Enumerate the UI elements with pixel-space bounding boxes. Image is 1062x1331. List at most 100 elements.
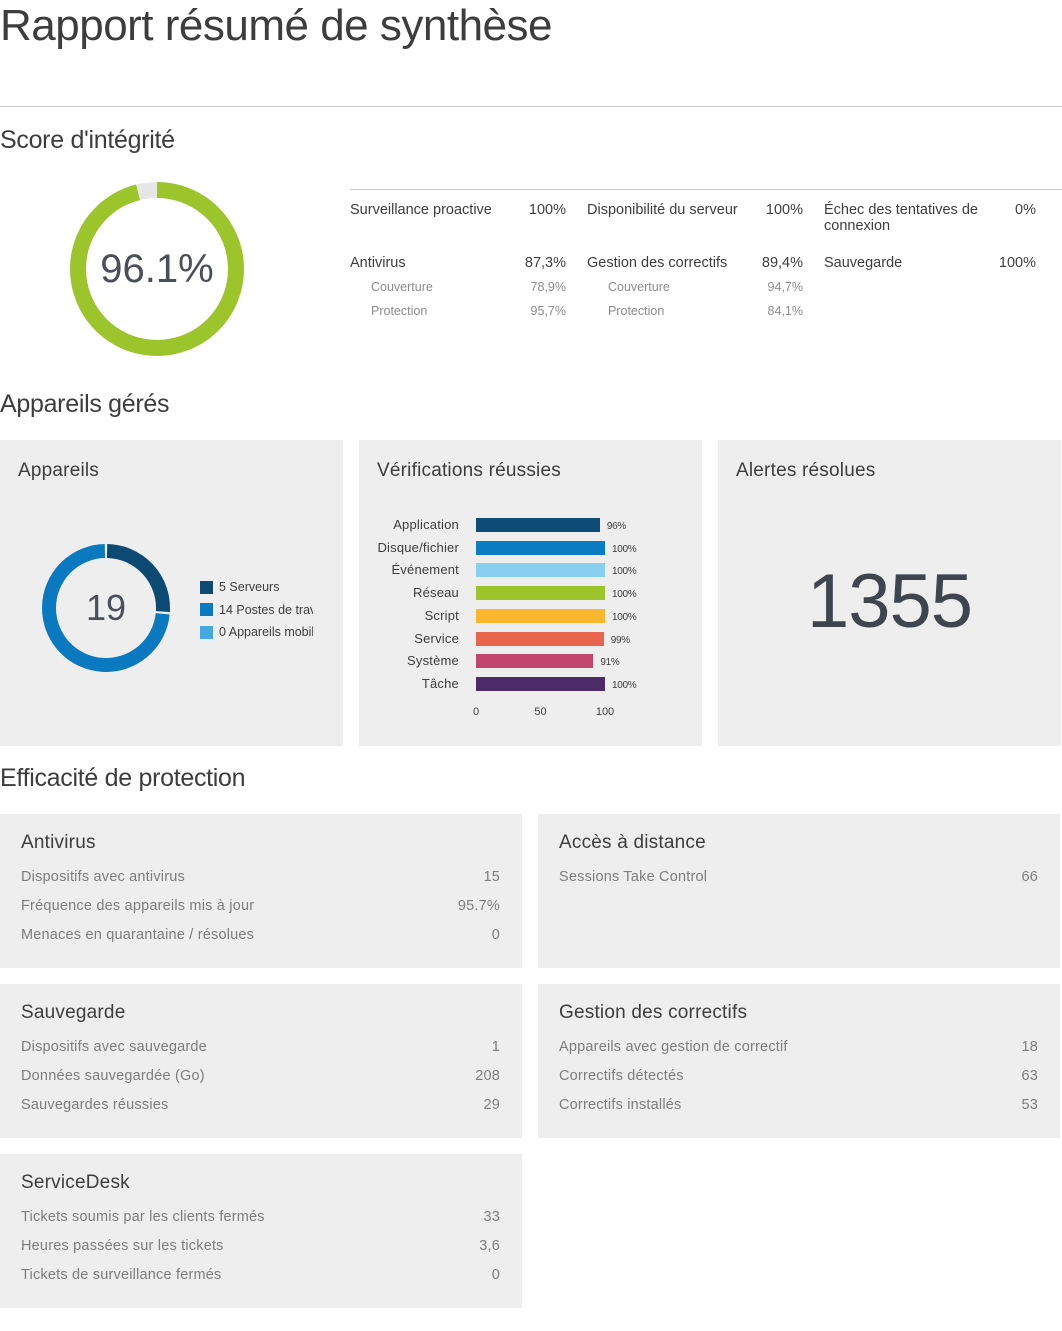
metric-column-2: Disponibilité du serveur 100%: [587, 202, 803, 218]
card-title: Sauvegarde: [21, 1002, 126, 1023]
check-category-label: Disque/fichier: [377, 539, 459, 555]
metric-sub-value: 84,1%: [767, 304, 803, 318]
card-title: ServiceDesk: [21, 1172, 130, 1193]
card-row-label: Correctifs détectés: [559, 1068, 684, 1084]
check-bar: [476, 676, 605, 691]
card-title: Antivirus: [21, 832, 96, 853]
legend-label: 14 Postes de travail: [219, 602, 313, 617]
alerts-panel-title: Alertes résolues: [736, 460, 876, 481]
check-bar: [476, 540, 605, 555]
metric-sub-value: 78,9%: [530, 280, 566, 294]
legend-label: 5 Serveurs: [219, 580, 280, 595]
card-row-label: Menaces en quarantaine / résolues: [21, 927, 255, 943]
devices-panel: Appareils 19 5 Serveurs 14 Postes de tra…: [0, 440, 343, 746]
check-category-label: Système: [407, 653, 459, 669]
card-row-label: Tickets soumis par les clients fermés: [21, 1209, 265, 1225]
card-row-label: Dispositifs avec sauvegarde: [21, 1039, 207, 1055]
devices-panel-title: Appareils: [18, 460, 100, 481]
metric-column-1: Surveillance proactive 100%: [350, 202, 566, 218]
legend-item-servers: 5 Serveurs: [200, 576, 313, 599]
card-row-value: 3,6: [479, 1238, 500, 1254]
check-value-label: 100%: [612, 679, 637, 691]
page-title: Rapport résumé de synthèse: [0, 1, 552, 50]
card-row-value: 63: [1021, 1068, 1038, 1084]
check-bar: [476, 586, 605, 601]
card-row-value: 33: [483, 1209, 500, 1225]
card-row: Données sauvegardée (Go) 208: [21, 1068, 500, 1084]
devices-total: 19: [85, 587, 127, 628]
metric-value: 100%: [528, 202, 566, 218]
integrity-heading: Score d'intégrité: [0, 126, 175, 154]
legend-item-workstations: 14 Postes de travail: [200, 599, 313, 622]
check-value-label: 100%: [612, 543, 637, 555]
card-remote-access: Accès à distance Sessions Take Control 6…: [538, 814, 1060, 968]
check-value-label: 100%: [612, 566, 637, 578]
legend-item-mobile: 0 Appareils mobiles: [200, 621, 313, 644]
check-category-label: Événement: [391, 562, 459, 578]
card-row-value: 0: [491, 927, 500, 943]
card-row-label: Dispositifs avec antivirus: [21, 869, 185, 885]
check-value-label: 99%: [610, 634, 630, 646]
metrics-divider: [350, 189, 1062, 190]
metric-label: Gestion des correctifs: [587, 255, 728, 271]
metric-value: 89,4%: [761, 255, 803, 271]
metric-value: 100%: [765, 202, 803, 218]
card-row-label: Données sauvegardée (Go): [21, 1068, 205, 1084]
alerts-resolved-value: 1355: [806, 559, 973, 644]
integrity-score-ring: [70, 182, 244, 356]
title-divider: [0, 106, 1062, 107]
check-category-label: Tâche: [421, 675, 459, 691]
card-row-value: 208: [475, 1068, 500, 1084]
card-row: Tickets soumis par les clients fermés 33: [21, 1209, 500, 1225]
metric-patch-management: Gestion des correctifs 89,4%: [587, 255, 803, 271]
metric-label: Échec des tentatives de connexion: [824, 202, 978, 234]
card-row-label: Sessions Take Control: [559, 869, 708, 885]
metric-antivirus: Antivirus 87,3%: [350, 255, 566, 271]
card-row-label: Fréquence des appareils mis à jour: [21, 898, 255, 914]
card-row: Heures passées sur les tickets 3,6: [21, 1238, 500, 1254]
card-row-value: 1: [491, 1039, 500, 1055]
card-row: Fréquence des appareils mis à jour 95.7%: [21, 898, 500, 914]
metric-patch-protection: Protection 84,1%: [587, 303, 803, 319]
metric-sub-label: Protection: [608, 304, 665, 318]
card-title: Gestion des correctifs: [559, 1002, 748, 1023]
metric-column-3-group-2: Sauvegarde 100%: [824, 255, 1036, 271]
card-row: Sessions Take Control 66: [559, 869, 1038, 885]
legend-swatch: [200, 580, 213, 594]
card-row-label: Correctifs installés: [559, 1097, 682, 1113]
checks-panel: Vérifications réussies Application 96% Dis…: [359, 440, 702, 746]
metric-column-3: Échec des tentatives de connexion 0%: [824, 202, 1036, 234]
integrity-score-value: 96.1%: [100, 247, 214, 291]
card-title: Accès à distance: [559, 832, 706, 853]
metric-sub-label: Couverture: [371, 280, 433, 294]
card-row-label: Sauvegardes réussies: [21, 1097, 169, 1113]
card-row: Correctifs détectés 63: [559, 1068, 1038, 1084]
card-row-value: 95.7%: [457, 898, 500, 914]
card-patch-management: Gestion des correctifs Appareils avec ge…: [538, 984, 1060, 1138]
card-row: Dispositifs avec antivirus 15: [21, 869, 500, 885]
legend-swatch: [200, 603, 213, 617]
card-row: Dispositifs avec sauvegarde 1: [21, 1039, 500, 1055]
metric-antivirus-coverage: Couverture 78,9%: [350, 279, 566, 295]
devices-donut: [42, 544, 170, 672]
protection-heading: Efficacité de protection: [0, 764, 246, 792]
metric-column-1-group-2: Antivirus 87,3% Couverture 78,9% Protect…: [350, 255, 566, 319]
metric-sub-label: Protection: [371, 304, 428, 318]
metric-backup: Sauvegarde 100%: [824, 255, 1036, 271]
devices-donut-segment: [42, 544, 170, 672]
check-axis-tick: 100: [595, 706, 615, 718]
metric-column-2-group-2: Gestion des correctifs 89,4% Couverture …: [587, 255, 803, 319]
card-row-value: 53: [1021, 1097, 1038, 1113]
check-category-label: Réseau: [412, 585, 459, 601]
integrity-ring-arc: [70, 182, 244, 356]
devices-donut-segment: [106, 544, 170, 613]
check-bar: [476, 654, 594, 669]
check-category-label: Application: [393, 517, 459, 532]
check-axis-tick: 50: [534, 706, 547, 718]
legend-label: 0 Appareils mobiles: [219, 625, 313, 640]
metric-value: 0%: [1015, 202, 1036, 218]
check-bar: [476, 518, 600, 532]
legend-swatch: [200, 625, 213, 639]
check-category-label: Service: [414, 630, 459, 646]
check-value-label: 100%: [612, 589, 637, 601]
